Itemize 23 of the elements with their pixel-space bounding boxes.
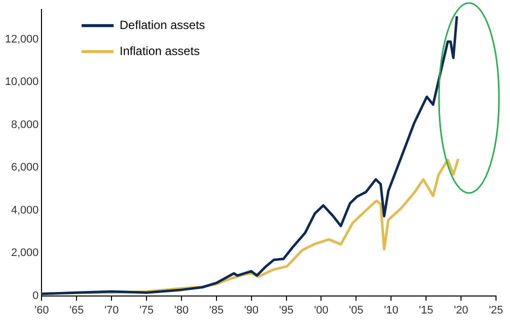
x-tick-label: '10 — [384, 304, 398, 316]
x-tick-label: '90 — [244, 304, 259, 316]
x-tick-label: '95 — [279, 304, 294, 316]
x-tick-label: '00 — [314, 304, 328, 316]
y-tick-label: 10,000 — [4, 76, 39, 88]
y-tick-label: 4,000 — [11, 204, 39, 216]
y-tick-label: 2,000 — [11, 247, 39, 260]
x-tick-label: '05 — [349, 304, 364, 316]
legend-label: Inflation assets — [120, 44, 200, 58]
x-tick-label: '85 — [209, 304, 224, 316]
x-tick-label: '70 — [104, 304, 119, 316]
x-tick-label: '80 — [174, 304, 189, 316]
legend-label: Deflation assets — [120, 18, 206, 32]
y-tick-label: 6,000 — [11, 162, 39, 174]
x-tick-label: '25 — [488, 304, 504, 316]
x-tick-label: '15 — [418, 304, 434, 316]
x-tick-label: '60 — [34, 304, 49, 316]
x-tick-label: '75 — [139, 304, 154, 316]
x-tick-label: '20 — [454, 304, 468, 316]
y-tick-label: 12,000 — [4, 34, 39, 46]
y-tick-label: 8,000 — [11, 118, 39, 131]
y-tick-label: 0 — [32, 290, 39, 302]
x-tick-label: '65 — [69, 304, 84, 316]
